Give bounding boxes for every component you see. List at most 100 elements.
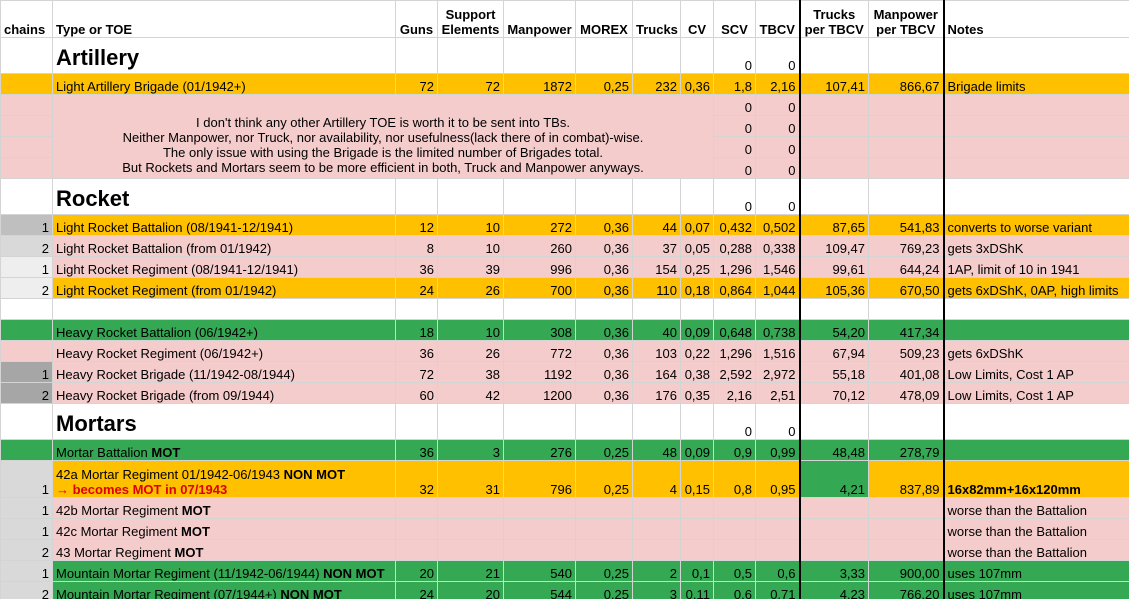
type-text: MOT — [181, 503, 211, 518]
type-cell: Mountain Mortar Regiment (11/1942-06/194… — [52, 560, 396, 582]
scv-cell: 0,864 — [713, 277, 756, 299]
scv-cell: 0,648 — [713, 319, 756, 341]
section-heading: Mortars — [52, 403, 396, 440]
support-cell — [437, 403, 504, 440]
morex-cell: 0,36 — [575, 277, 633, 299]
chains-cell — [0, 340, 53, 362]
manpower-cell: 772 — [503, 340, 576, 362]
guns-cell — [395, 497, 438, 519]
trucks-per-tbcv-cell — [798, 298, 869, 320]
header-text: Trucks — [813, 7, 856, 22]
trucks-cell — [632, 403, 681, 440]
trucks-cell — [632, 298, 681, 320]
tbcv-cell: 1,044 — [755, 277, 800, 299]
header-row: chains Type or TOE Guns Support Elements Manp… — [0, 0, 1129, 38]
support-cell: 26 — [437, 340, 504, 362]
manpower-cell: 544 — [503, 581, 576, 599]
trucks-per-tbcv-cell: 67,94 — [798, 340, 869, 362]
chains-cell: 2 — [0, 277, 53, 299]
header-cell: SCV — [713, 0, 756, 38]
trucks-per-tbcv-cell: 105,36 — [798, 277, 869, 299]
row: 1 Light Rocket Regiment (08/1941-12/1941)… — [0, 256, 1129, 278]
chains-cell: 1 — [0, 460, 53, 498]
tbcv-cell: 0,6 — [755, 560, 800, 582]
row: 2 Heavy Rocket Brigade (from 09/1944) 60 42… — [0, 382, 1129, 404]
tbcv-cell: 0,502 — [755, 214, 800, 236]
tbcv-cell: 0 — [755, 157, 800, 179]
chains-cell: 1 — [0, 560, 53, 582]
trucks-cell — [632, 518, 681, 540]
manpower-per-tbcv-cell — [868, 497, 944, 519]
chains-cell — [0, 115, 53, 137]
tbcv-cell — [755, 298, 800, 320]
type-text: 42a Mortar Regiment 01/1942-06/1943 — [56, 467, 284, 482]
tbcv-cell: 2,51 — [755, 382, 800, 404]
support-cell: 38 — [437, 361, 504, 383]
row — [0, 298, 1129, 320]
header-text: MOREX — [580, 22, 628, 37]
type-cell: Heavy Rocket Battalion (06/1942+) — [52, 319, 396, 341]
notes-cell — [942, 94, 1129, 116]
manpower-cell: 1200 — [503, 382, 576, 404]
trucks-per-tbcv-cell: 4,23 — [798, 581, 869, 599]
row: 1 Mountain Mortar Regiment (11/1942-06/19… — [0, 560, 1129, 582]
guns-cell: 24 — [395, 581, 438, 599]
morex-cell: 0,25 — [575, 460, 633, 498]
manpower-per-tbcv-cell: 278,79 — [868, 439, 944, 461]
trucks-cell: 154 — [632, 256, 681, 278]
trucks-cell: 110 — [632, 277, 681, 299]
type-text: Heavy Rocket Battalion (06/1942+) — [56, 325, 258, 340]
type-text: → becomes MOT in 07/1943 — [56, 482, 228, 497]
trucks-per-tbcv-cell — [798, 37, 869, 74]
manpower-per-tbcv-cell: 900,00 — [868, 560, 944, 582]
manpower-per-tbcv-cell: 401,08 — [868, 361, 944, 383]
tbcv-cell: 1,516 — [755, 340, 800, 362]
row: Heavy Rocket Regiment (06/1942+) 36 26 772 0… — [0, 340, 1129, 362]
notes-cell: worse than the Battalion — [942, 497, 1129, 519]
support-cell: 39 — [437, 256, 504, 278]
note-line: The only issue with using the Brigade is… — [162, 145, 604, 160]
type-cell: Light Rocket Battalion (08/1941-12/1941) — [52, 214, 396, 236]
merged-note: I don't think any other Artillery TOE is… — [52, 94, 714, 179]
manpower-per-tbcv-cell — [868, 539, 944, 561]
row: I don't think any other Artillery TOE is… — [0, 94, 1129, 179]
trucks-per-tbcv-cell: 109,47 — [798, 235, 869, 257]
trucks-cell: 232 — [632, 73, 681, 95]
chains-cell: 2 — [0, 382, 53, 404]
support-cell: 10 — [437, 214, 504, 236]
type-text: Heavy Rocket Brigade (from 09/1944) — [56, 388, 275, 403]
chains-cell — [0, 136, 53, 158]
trucks-cell: 40 — [632, 319, 681, 341]
morex-cell — [575, 539, 633, 561]
type-cell: 42a Mortar Regiment 01/1942-06/1943 NON … — [52, 460, 396, 498]
header-text: per TBCV — [804, 22, 864, 37]
type-text: Light Rocket Battalion (08/1941-12/1941) — [56, 220, 294, 235]
notes-cell: Low Limits, Cost 1 AP — [942, 382, 1129, 404]
row: 1 Heavy Rocket Brigade (11/1942-08/1944) 7… — [0, 361, 1129, 383]
header-cell: Manpower — [503, 0, 576, 38]
trucks-per-tbcv-cell — [798, 136, 869, 158]
scv-cell: 1,8 — [713, 73, 756, 95]
trucks-per-tbcv-cell — [798, 539, 869, 561]
morex-cell — [575, 518, 633, 540]
morex-cell: 0,25 — [575, 439, 633, 461]
guns-cell — [395, 539, 438, 561]
manpower-cell: 276 — [503, 439, 576, 461]
type-text: Light Artillery Brigade (01/1942+) — [56, 79, 246, 94]
manpower-cell — [503, 178, 576, 215]
manpower-per-tbcv-cell: 866,67 — [868, 73, 944, 95]
cv-cell: 0,1 — [680, 560, 714, 582]
header-text: Type or TOE — [56, 22, 133, 37]
trucks-per-tbcv-cell: 87,65 — [798, 214, 869, 236]
header-text: Support — [445, 7, 496, 22]
type-text: MOT — [151, 445, 181, 460]
morex-cell: 0,36 — [575, 235, 633, 257]
scv-cell: 0 — [713, 157, 756, 179]
support-cell — [437, 37, 504, 74]
tbcv-cell: 0,338 — [755, 235, 800, 257]
row: 1 42b Mortar Regiment MOT worse than the B… — [0, 497, 1129, 519]
tbcv-cell: 0,99 — [755, 439, 800, 461]
chains-cell: 1 — [0, 518, 53, 540]
row: 1 42a Mortar Regiment 01/1942-06/1943 NON… — [0, 460, 1129, 498]
